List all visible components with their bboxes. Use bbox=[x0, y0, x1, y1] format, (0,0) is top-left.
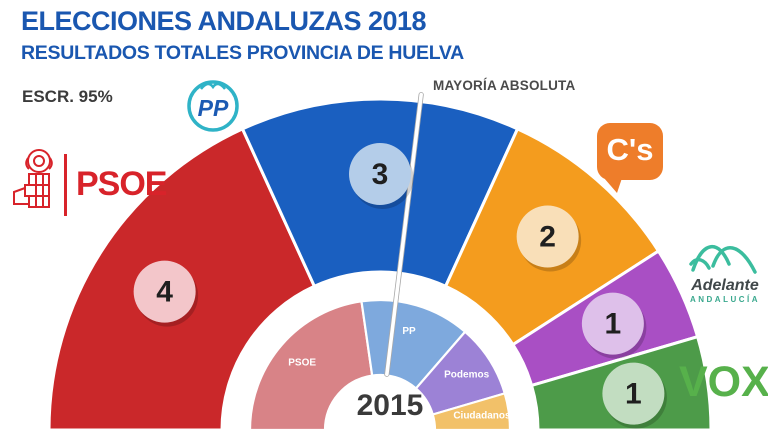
adelante-logo-label: Adelante bbox=[691, 277, 759, 294]
seat-badge-C's bbox=[516, 205, 579, 268]
seat-badge-Adelante Andalucía bbox=[581, 292, 644, 355]
inner-ring-label-PP: PP bbox=[402, 326, 416, 337]
seat-badge-PP bbox=[349, 143, 411, 205]
inner-ring-label-PSOE: PSOE bbox=[288, 358, 316, 369]
inner-ring-label-Podemos: Podemos bbox=[444, 369, 489, 380]
seat-count-PP: 3 bbox=[372, 158, 389, 191]
adelante-curves-icon bbox=[689, 245, 761, 280]
page-title: ELECCIONES ANDALUZAS 2018 bbox=[21, 6, 427, 36]
psoe-logo: PSOE bbox=[10, 146, 167, 223]
psoe-logo-divider bbox=[64, 153, 67, 216]
seat-segment-2015-Ciudadanos bbox=[431, 392, 512, 432]
majority-needle bbox=[384, 92, 424, 377]
psoe-logo-label: PSOE bbox=[76, 165, 167, 203]
seat-count-PSOE: 4 bbox=[156, 276, 173, 309]
pp-logo: PP bbox=[184, 75, 242, 138]
pp-logo-label: PP bbox=[198, 95, 229, 121]
seat-count-VOX: 1 bbox=[625, 378, 642, 411]
adelante-logo-sublabel: ANDALUCÍA bbox=[689, 295, 761, 304]
seat-count-C's: 2 bbox=[539, 221, 556, 254]
seat-segment-2015-PSOE bbox=[248, 300, 374, 432]
vox-logo: VOX bbox=[679, 358, 768, 407]
inner-ring-label-Ciudadanos: Ciudadanos bbox=[453, 410, 511, 421]
page-subtitle: RESULTADOS TOTALES PROVINCIA DE HUELVA bbox=[21, 42, 464, 64]
ciudadanos-logo: C's bbox=[597, 123, 663, 193]
majority-label: MAYORÍA ABSOLUTA bbox=[433, 78, 576, 93]
vox-logo-label: VOX bbox=[679, 358, 768, 406]
psoe-rose-icon bbox=[10, 146, 58, 223]
seat-badge-VOX bbox=[602, 362, 665, 425]
adelante-logo: Adelante ANDALUCÍA bbox=[684, 238, 766, 304]
scrutiny-label: ESCR. 95% bbox=[22, 87, 113, 106]
seat-badge-PSOE bbox=[133, 260, 196, 323]
ciudadanos-logo-label: C's bbox=[606, 132, 654, 167]
inner-ring-year-label: 2015 bbox=[356, 389, 424, 422]
seat-count-Adelante Andalucía: 1 bbox=[605, 308, 622, 341]
